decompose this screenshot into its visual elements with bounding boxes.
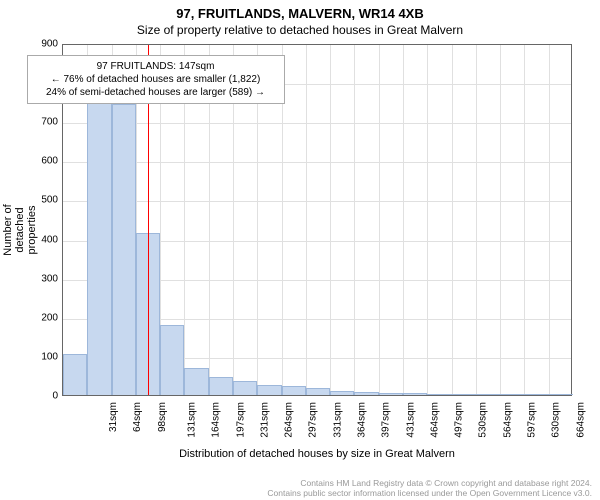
- histogram-bar: [184, 368, 208, 395]
- x-tick-label: 164sqm: [211, 402, 222, 438]
- page-title-1: 97, FRUITLANDS, MALVERN, WR14 4XB: [0, 0, 600, 21]
- x-tick-label: 331sqm: [332, 402, 343, 438]
- x-tick-label: 497sqm: [454, 402, 465, 438]
- y-tick-label: 200: [30, 312, 58, 323]
- x-tick-label: 664sqm: [575, 402, 586, 438]
- histogram-bar: [306, 388, 330, 395]
- histogram-bar: [354, 392, 378, 395]
- footer-line-1: Contains HM Land Registry data © Crown c…: [8, 478, 592, 488]
- histogram-bar: [112, 104, 136, 395]
- x-tick-label: 64sqm: [132, 402, 143, 432]
- callout-line: ← 76% of detached houses are smaller (1,…: [34, 73, 278, 86]
- grid-line: [379, 45, 380, 395]
- histogram-bar: [87, 102, 111, 395]
- x-tick-label: 464sqm: [429, 402, 440, 438]
- grid-line: [63, 201, 571, 202]
- histogram-bar: [549, 394, 573, 395]
- y-axis-label: Number of detached properties: [2, 200, 38, 260]
- y-tick-label: 700: [30, 117, 58, 128]
- grid-line: [63, 123, 571, 124]
- x-tick-label: 297sqm: [308, 402, 319, 438]
- histogram-bar: [330, 391, 354, 395]
- histogram-bar: [160, 325, 184, 395]
- grid-line: [476, 45, 477, 395]
- x-tick-label: 264sqm: [284, 402, 295, 438]
- histogram-bar: [476, 394, 500, 395]
- x-tick-label: 597sqm: [527, 402, 538, 438]
- x-tick-label: 98sqm: [157, 402, 168, 432]
- y-tick-label: 900: [30, 39, 58, 50]
- x-axis-label: Distribution of detached houses by size …: [62, 448, 572, 460]
- histogram-bar: [500, 394, 524, 395]
- x-tick-label: 364sqm: [357, 402, 368, 438]
- grid-line: [403, 45, 404, 395]
- histogram-bar: [257, 385, 281, 395]
- footer-line-2: Contains public sector information licen…: [8, 488, 592, 498]
- histogram-bar: [63, 354, 87, 395]
- grid-line: [354, 45, 355, 395]
- x-tick-label: 197sqm: [235, 402, 246, 438]
- grid-line: [549, 45, 550, 395]
- y-tick-label: 400: [30, 234, 58, 245]
- histogram-bar: [427, 394, 451, 395]
- callout-line: 97 FRUITLANDS: 147sqm: [34, 60, 278, 73]
- x-tick-label: 231sqm: [259, 402, 270, 438]
- grid-line: [500, 45, 501, 395]
- y-tick-label: 300: [30, 273, 58, 284]
- histogram-bar: [524, 394, 548, 395]
- histogram-bar: [233, 381, 257, 395]
- page-title-2: Size of property relative to detached ho…: [0, 21, 600, 41]
- grid-line: [306, 45, 307, 395]
- y-tick-label: 0: [30, 391, 58, 402]
- footer-attribution: Contains HM Land Registry data © Crown c…: [8, 478, 592, 498]
- x-tick-label: 431sqm: [405, 402, 416, 438]
- grid-line: [524, 45, 525, 395]
- y-tick-label: 500: [30, 195, 58, 206]
- x-tick-label: 630sqm: [551, 402, 562, 438]
- grid-line: [330, 45, 331, 395]
- histogram-bar: [282, 386, 306, 395]
- grid-line: [427, 45, 428, 395]
- callout-line: 24% of semi-detached houses are larger (…: [34, 86, 278, 99]
- x-tick-label: 564sqm: [502, 402, 513, 438]
- histogram-bar: [209, 377, 233, 395]
- x-tick-label: 31sqm: [108, 402, 119, 432]
- histogram-bar: [379, 393, 403, 395]
- y-tick-label: 600: [30, 156, 58, 167]
- histogram-bar: [403, 393, 427, 395]
- property-callout: 97 FRUITLANDS: 147sqm← 76% of detached h…: [27, 55, 285, 104]
- x-tick-label: 131sqm: [187, 402, 198, 438]
- x-tick-label: 530sqm: [478, 402, 489, 438]
- grid-line: [63, 162, 571, 163]
- grid-line: [452, 45, 453, 395]
- y-tick-label: 100: [30, 351, 58, 362]
- x-tick-label: 397sqm: [381, 402, 392, 438]
- histogram-bar: [452, 394, 476, 395]
